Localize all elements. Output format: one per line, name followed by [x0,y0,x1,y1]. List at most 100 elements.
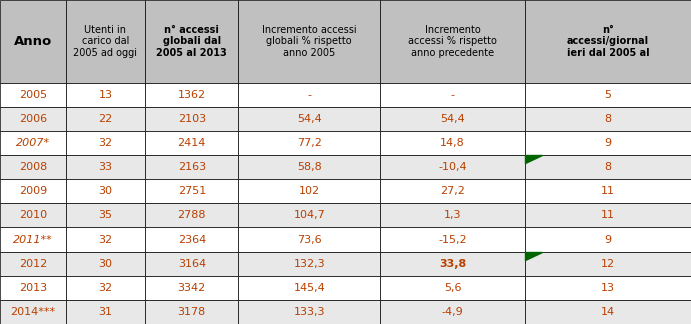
Bar [0,107,66,131]
Text: 2012: 2012 [19,259,47,269]
Text: 11: 11 [601,210,615,220]
Bar [145,276,238,300]
Text: 32: 32 [98,283,113,293]
Bar [380,155,525,179]
Bar [0,83,66,107]
Text: 2364: 2364 [178,235,206,245]
Text: 2013: 2013 [19,283,47,293]
Text: 5: 5 [605,90,612,100]
Bar [0,276,66,300]
Text: 2788: 2788 [178,210,206,220]
Bar [380,227,525,251]
Bar [145,83,238,107]
Text: 2414: 2414 [178,138,206,148]
Text: 145,4: 145,4 [294,283,325,293]
Text: 30: 30 [98,186,113,196]
Text: Utenti in
carico dal
2005 ad oggi: Utenti in carico dal 2005 ad oggi [73,25,138,58]
Bar [380,131,525,155]
Bar [380,83,525,107]
Text: 32: 32 [98,235,113,245]
Text: 5,6: 5,6 [444,283,462,293]
Bar [66,179,145,203]
Bar [238,227,380,251]
Text: 1362: 1362 [178,90,206,100]
Text: 33,8: 33,8 [439,259,466,269]
Bar [66,227,145,251]
Bar [145,300,238,324]
Bar [66,0,145,83]
Text: 2103: 2103 [178,114,206,124]
Bar [0,155,66,179]
Bar [238,203,380,227]
Text: 3164: 3164 [178,259,206,269]
Text: Incremento
accessi % rispetto
anno precedente: Incremento accessi % rispetto anno prece… [408,25,497,58]
Bar [525,300,691,324]
Text: 104,7: 104,7 [294,210,325,220]
Text: 3178: 3178 [178,307,206,317]
Text: -: - [307,90,311,100]
Bar [66,251,145,276]
Text: 3342: 3342 [178,283,206,293]
Bar [525,227,691,251]
Bar [145,155,238,179]
Text: 132,3: 132,3 [294,259,325,269]
Text: 22: 22 [98,114,113,124]
Text: 2006: 2006 [19,114,47,124]
Text: 30: 30 [98,259,113,269]
Bar [380,276,525,300]
Text: -15,2: -15,2 [438,235,467,245]
Bar [525,0,691,83]
Text: -: - [451,90,455,100]
Text: 54,4: 54,4 [440,114,465,124]
Bar [380,107,525,131]
Bar [145,131,238,155]
Text: 2009: 2009 [19,186,47,196]
Bar [380,203,525,227]
Bar [238,276,380,300]
Text: 13: 13 [601,283,615,293]
Text: 32: 32 [98,138,113,148]
Polygon shape [525,251,542,260]
Text: 77,2: 77,2 [297,138,321,148]
Bar [145,0,238,83]
Bar [0,131,66,155]
Text: 73,6: 73,6 [297,235,321,245]
Bar [0,227,66,251]
Text: 9: 9 [605,138,612,148]
Text: n°
accessi/giornal
ieri dal 2005 al: n° accessi/giornal ieri dal 2005 al [567,25,650,58]
Bar [238,0,380,83]
Text: 14,8: 14,8 [440,138,465,148]
Bar [525,203,691,227]
Bar [525,107,691,131]
Text: 2014***: 2014*** [10,307,55,317]
Bar [66,300,145,324]
Bar [380,251,525,276]
Bar [66,155,145,179]
Bar [66,83,145,107]
Text: 33: 33 [98,162,113,172]
Bar [380,179,525,203]
Bar [238,251,380,276]
Text: 9: 9 [605,235,612,245]
Text: 2010: 2010 [19,210,47,220]
Bar [238,83,380,107]
Bar [525,276,691,300]
Text: 54,4: 54,4 [297,114,321,124]
Text: 8: 8 [605,114,612,124]
Bar [145,251,238,276]
Text: 1,3: 1,3 [444,210,462,220]
Bar [525,251,691,276]
Bar [525,155,691,179]
Text: 14: 14 [601,307,615,317]
Text: Anno: Anno [14,35,52,48]
Text: 12: 12 [601,259,615,269]
Text: 13: 13 [98,90,113,100]
Text: 2005: 2005 [19,90,47,100]
Text: 27,2: 27,2 [440,186,465,196]
Bar [0,0,66,83]
Bar [66,107,145,131]
Bar [238,300,380,324]
Polygon shape [525,155,542,164]
Bar [525,83,691,107]
Text: Incremento accessi
globali % rispetto
anno 2005: Incremento accessi globali % rispetto an… [262,25,357,58]
